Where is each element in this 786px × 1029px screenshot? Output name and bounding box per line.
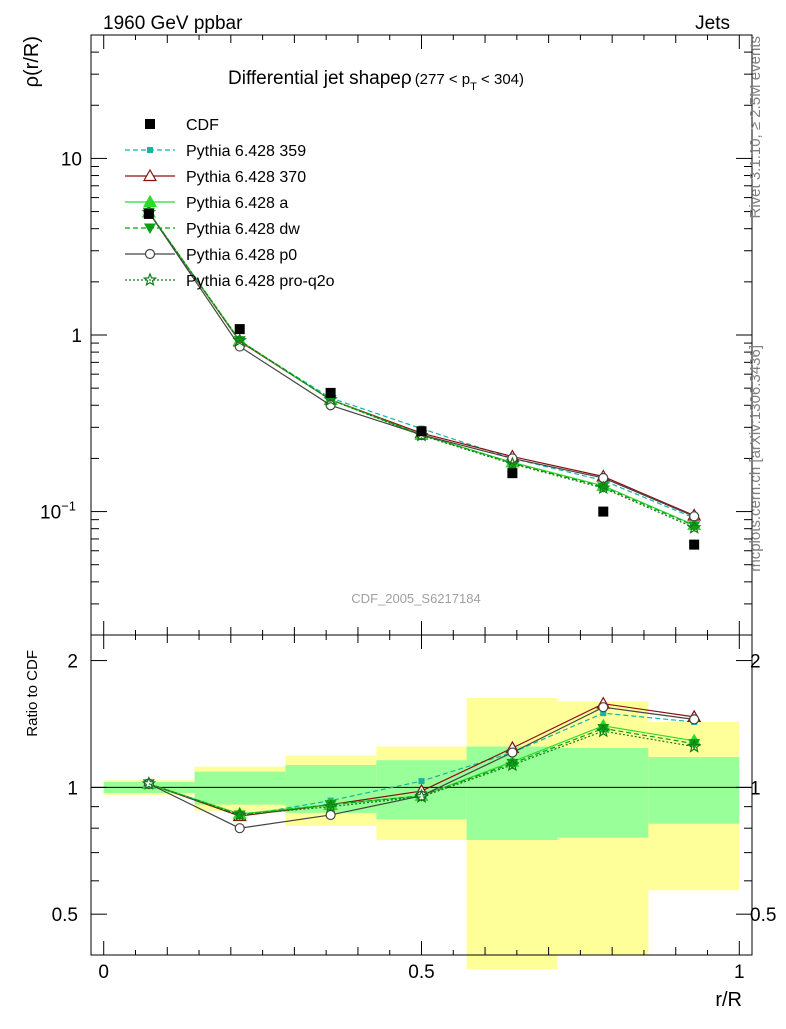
- y-axis-label-bottom: Ratio to CDF: [24, 650, 41, 737]
- legend-marker-pythia-6-428-359: [147, 147, 153, 153]
- y-axis-label-top: ρ(r/R): [21, 36, 43, 87]
- legend-marker-pythia-6-428-pro-q2o: [142, 272, 158, 287]
- legend-label-pythia-6-428-370: Pythia 6.428 370: [186, 169, 306, 186]
- cdf-data-point: [598, 506, 609, 517]
- y-tick-label: 10−1: [40, 499, 76, 524]
- ratio-y-tick-label-right: 2: [750, 652, 761, 673]
- x-tick-label: 0: [98, 962, 109, 983]
- ratio-point-pythia-6-428-pro-q2o: [141, 776, 157, 790]
- chart-title: Differential jet shapeρ (277 < pT < 304): [228, 68, 524, 93]
- x-axis-label: r/R: [715, 989, 742, 1011]
- ratio-point-pythia-6-428-359: [418, 778, 425, 785]
- ratio-point-pythia-6-428-pro-q2o: [686, 738, 702, 753]
- ratio-point-pythia-6-428-pro-q2o: [323, 799, 338, 813]
- ratio-y-tick-label-right: 0.5: [750, 905, 776, 926]
- legend-label-pythia-6-428-pro-q2o: Pythia 6.428 pro-q2o: [186, 273, 335, 290]
- header-right: Jets: [695, 13, 730, 34]
- ratio-panel: [91, 696, 752, 970]
- ratio-point-pythia-6-428-p0: [325, 809, 336, 821]
- ratio-point-pythia-6-428-p0: [234, 823, 245, 834]
- cdf-data-point: [325, 387, 336, 398]
- y-tick-label: 1: [71, 326, 82, 347]
- chart-title-main: Differential jet shapeρ: [228, 68, 412, 89]
- cdf-data-point: [507, 468, 518, 479]
- legend-label-pythia-6-428-a: Pythia 6.428 a: [186, 195, 288, 212]
- ratio-point-pythia-6-428-pro-q2o: [414, 789, 429, 803]
- ratio-point-pythia-6-428-p0: [598, 702, 609, 713]
- series-point-pythia-6-428-pro-q2o: [505, 456, 520, 471]
- series-line-pythia-6-428-pro-q2o: [148, 212, 695, 529]
- uncertainty-band-green: [648, 757, 740, 824]
- legend-marker-pythia-6-428-370: [142, 168, 158, 182]
- series-point-pythia-6-428-pro-q2o: [232, 332, 247, 347]
- legend-label-pythia-6-428-359: Pythia 6.428 359: [186, 143, 306, 160]
- ratio-y-tick-label-left: 1: [67, 778, 78, 799]
- ratio-point-pythia-6-428-pro-q2o: [596, 723, 611, 738]
- header-left: 1960 GeV ppbar: [103, 13, 243, 34]
- series-point-pythia-6-428-pro-q2o: [596, 480, 611, 495]
- ratio-point-pythia-6-428-dw: [688, 739, 701, 750]
- mcplots-label: mcplots.cern.ch [arXiv:1306.3436]: [747, 345, 764, 572]
- chart-title-range: (277 < p: [415, 71, 470, 88]
- cdf-data-point: [234, 324, 245, 335]
- main-panel: [141, 204, 702, 550]
- x-tick-label: 0.5: [408, 962, 434, 983]
- ratio-point-pythia-6-428-pro-q2o: [505, 757, 520, 772]
- chart-title-sub: T: [470, 81, 477, 93]
- chart-title-range-end: < 304): [477, 71, 524, 88]
- ratio-point-pythia-6-428-dw: [597, 723, 610, 735]
- legend-label-cdf: CDF: [186, 117, 219, 134]
- ratio-point-pythia-6-428-p0: [689, 714, 700, 725]
- uncertainty-band-green: [557, 748, 649, 838]
- y-tick-label-base: 10: [40, 503, 61, 524]
- ratio-line-pythia-6-428-pro-q2o: [148, 730, 695, 816]
- watermark-label: CDF_2005_S6217184: [351, 591, 480, 606]
- legend-marker-cdf: [145, 119, 155, 129]
- legend: CDF Pythia 6.428 359 Pythia 6.428 370 Pythi…: [125, 117, 335, 290]
- ratio-point-pythia-6-428-dw: [506, 758, 519, 770]
- series-point-pythia-6-428-p0: [325, 400, 336, 411]
- ratio-point-pythia-6-428-359: [600, 710, 607, 717]
- ratio-point-pythia-6-428-p0: [507, 747, 518, 758]
- cdf-data-point: [689, 539, 700, 550]
- legend-label-pythia-6-428-dw: Pythia 6.428 dw: [186, 221, 300, 238]
- legend-label-pythia-6-428-p0: Pythia 6.428 p0: [186, 247, 297, 264]
- legend-marker-pythia-6-428-dw: [144, 223, 156, 234]
- y-tick-label-exponent: −1: [61, 499, 76, 514]
- ratio-y-tick-label-right: 1: [750, 778, 761, 799]
- y-tick-label: 10: [61, 149, 82, 170]
- legend-marker-pythia-6-428-p0: [144, 248, 156, 260]
- series-point-pythia-6-428-pro-q2o: [686, 520, 702, 534]
- ratio-point-pythia-6-428-dw: [324, 800, 337, 811]
- ratio-point-pythia-6-428-pro-q2o: [232, 807, 247, 822]
- cdf-data-point: [143, 208, 154, 219]
- ratio-y-tick-label-left: 2: [67, 652, 78, 673]
- legend-marker-pythia-6-428-a: [142, 194, 158, 208]
- ratio-y-tick-label-left: 0.5: [52, 905, 78, 926]
- cdf-data-point: [416, 426, 427, 437]
- series-point-pythia-6-428-p0: [689, 511, 700, 522]
- uncertainty-band-green: [194, 771, 286, 805]
- series-point-pythia-6-428-dw: [688, 521, 701, 532]
- rivet-label: Rivet 3.1.10, ≥ 2.5M events: [747, 36, 764, 219]
- x-tick-label: 1: [734, 962, 745, 983]
